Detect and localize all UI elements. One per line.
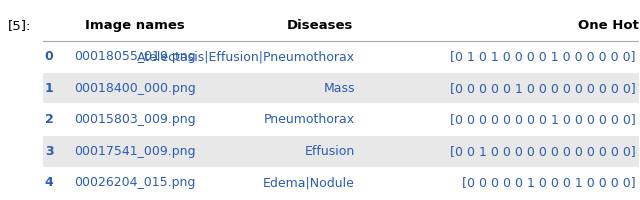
Text: [0 0 0 0 0 1 0 0 0 0 0 0 0 0 0]: [0 0 0 0 0 1 0 0 0 0 0 0 0 0 0]	[450, 82, 636, 95]
Text: [5]:: [5]:	[8, 19, 31, 32]
Text: [0 0 0 0 0 1 0 0 0 1 0 0 0 0]: [0 0 0 0 0 1 0 0 0 1 0 0 0 0]	[462, 176, 636, 189]
Text: [0 1 0 1 0 0 0 0 1 0 0 0 0 0 0]: [0 1 0 1 0 0 0 0 1 0 0 0 0 0 0]	[450, 50, 636, 63]
Text: 3: 3	[45, 145, 54, 158]
Text: [0 0 0 0 0 0 0 0 1 0 0 0 0 0 0]: [0 0 0 0 0 0 0 0 1 0 0 0 0 0 0]	[450, 113, 636, 126]
Text: Edema|Nodule: Edema|Nodule	[263, 176, 355, 189]
Text: Atelectasis|Effusion|Pneumothorax: Atelectasis|Effusion|Pneumothorax	[137, 50, 355, 63]
Text: 2: 2	[45, 113, 54, 126]
Text: 00018400_000.png: 00018400_000.png	[74, 82, 196, 95]
Text: 1: 1	[45, 82, 54, 95]
Text: 00015803_009.png: 00015803_009.png	[74, 113, 196, 126]
Text: Effusion: Effusion	[305, 145, 355, 158]
FancyBboxPatch shape	[43, 73, 639, 103]
Text: Image names: Image names	[85, 19, 185, 32]
Text: [0 0 1 0 0 0 0 0 0 0 0 0 0 0 0]: [0 0 1 0 0 0 0 0 0 0 0 0 0 0 0]	[450, 145, 636, 158]
Text: 00026204_015.png: 00026204_015.png	[74, 176, 196, 189]
Text: Mass: Mass	[324, 82, 355, 95]
Text: Pneumothorax: Pneumothorax	[264, 113, 355, 126]
Text: 00017541_009.png: 00017541_009.png	[74, 145, 196, 158]
Text: Diseases: Diseases	[287, 19, 353, 32]
Text: 00018055_019.png: 00018055_019.png	[74, 50, 196, 63]
Text: One Hot: One Hot	[578, 19, 639, 32]
Text: 4: 4	[45, 176, 54, 189]
Text: 0: 0	[45, 50, 54, 63]
FancyBboxPatch shape	[43, 136, 639, 167]
